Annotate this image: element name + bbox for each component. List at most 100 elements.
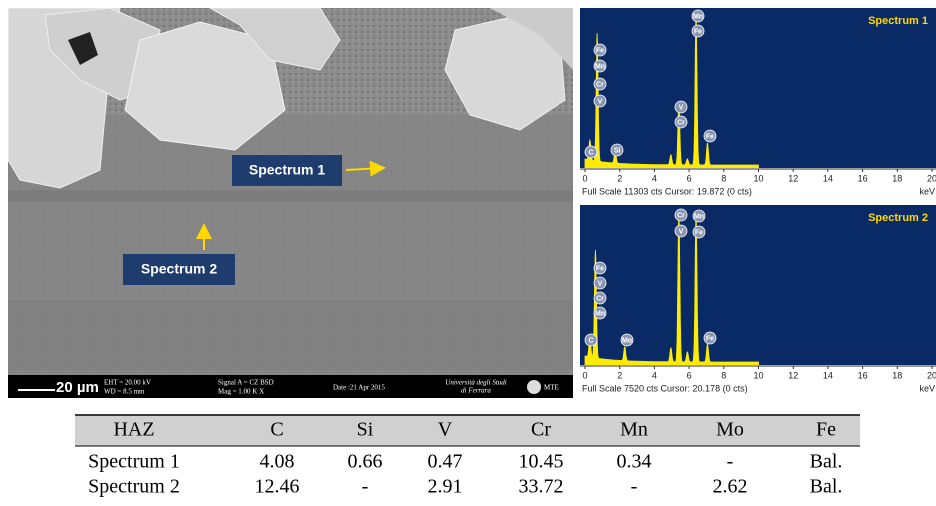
scale-bar: 20 µm [56,379,99,396]
x-tick-label: 0 [582,370,587,380]
peak-badge [593,94,607,108]
table-header: C [270,419,283,441]
x-tick-label: 2 [617,370,622,380]
peak-label: V [598,280,603,287]
callout-box [232,155,342,186]
peak-label: C [588,337,593,344]
peak-badge [593,291,607,305]
spectrum-footer: Full Scale 11303 cts Cursor: 19.872 (0 c… [582,186,752,196]
spectrum-trace [584,14,759,169]
table-header: V [438,419,453,441]
spectrum-bg [580,205,936,365]
table-header: Fe [816,419,836,441]
callout-label: Spectrum 2 [141,261,217,277]
table-cell: - [362,476,369,498]
x-tick-label: 4 [652,370,657,380]
x-tick-label: 2 [617,173,622,183]
peak-badge [593,59,607,73]
table-header: Si [357,419,374,441]
x-tick-label: 18 [892,173,902,183]
peak-badge [620,333,634,347]
peak-badge [584,145,598,159]
spectrum-trace [584,211,759,366]
peak-badge [593,276,607,290]
table-cell: - [631,476,638,498]
table-header-bg [75,415,860,446]
peak-label: Fe [695,229,703,236]
spectrum-footer: Full Scale 7520 cts Cursor: 20.178 (0 ct… [582,383,748,393]
x-tick-label: 12 [788,370,798,380]
x-tick-label: 16 [858,370,868,380]
logo [527,380,541,394]
table-header: HAZ [113,419,154,441]
peak-label: Mn [693,13,703,20]
table-cell: 0.66 [348,451,383,473]
table-cell: Spectrum 2 [88,476,180,498]
x-tick-label: 6 [687,370,692,380]
axis-unit: keV [919,383,935,393]
table-header: Cr [531,419,551,441]
table-cell: Bal. [810,451,843,473]
peak-label: V [598,98,603,105]
table-cell: Bal. [810,476,843,498]
axis-bg [580,168,936,196]
peak-label: Fe [596,265,604,272]
sem-image [8,8,573,398]
axis-unit: keV [919,186,935,196]
info: Mag = 1.00 K X [218,388,264,396]
x-tick-label: 10 [753,173,763,183]
peak-badge [593,43,607,57]
peak-label: Mn [595,310,605,317]
peak-label: Fe [694,28,702,35]
info: EHT = 20.00 kV [104,379,151,387]
peak-label: Si [614,147,621,154]
peak-label: C [588,149,593,156]
table-cell: 4.08 [260,451,295,473]
table-cell: 12.46 [255,476,300,498]
info: MTE [544,384,559,392]
x-tick-label: 6 [687,173,692,183]
x-tick-label: 20 [927,370,936,380]
peak-badge [610,143,624,157]
x-tick-label: 14 [823,173,833,183]
table-cell: - [727,451,734,473]
x-tick-label: 18 [892,370,902,380]
peak-label: Cr [677,212,685,219]
peak-badge [692,225,706,239]
table-header: Mn [620,419,648,441]
peak-badge [593,306,607,320]
info: WD = 8.5 mm [104,388,145,396]
peak-label: Mn [694,213,704,220]
callout-box [123,254,235,285]
x-tick-label: 8 [721,370,726,380]
info: Date :21 Apr 2015 [333,384,385,392]
peak-label: Cr [596,81,604,88]
table: HAZ C Si V Cr Mn Mo Fe Spectrum 1 4.08 0.66 0.47 10.… [88,419,842,498]
table-cell: 0.34 [617,451,652,473]
x-tick-label: 16 [858,173,868,183]
peak-label: V [679,104,684,111]
peak-badge [691,9,705,23]
table-cell: 0.47 [428,451,463,473]
peak-label: Fe [706,133,714,140]
spectrum-bg [580,8,936,168]
peak-label: Fe [596,47,604,54]
info: Università degli Studi [445,379,506,387]
x-tick-label: 12 [788,173,798,183]
peak-label: V [679,228,684,235]
peak-label: Fe [706,335,714,342]
info: Signal A = CZ BSD [218,379,274,387]
callout-label: Spectrum 1 [249,162,325,178]
axis-bg [580,365,936,393]
table-cell: Spectrum 1 [88,451,180,473]
table-cell: 2.91 [428,476,463,498]
peak-badge [674,115,688,129]
peak-badge [703,331,717,345]
x-tick-label: 20 [927,173,936,183]
spectrum-title: Spectrum 2 [868,212,928,224]
peak-badge [584,333,598,347]
peak-badge [593,261,607,275]
table-header: Mo [716,419,744,441]
peak-badge [691,24,705,38]
